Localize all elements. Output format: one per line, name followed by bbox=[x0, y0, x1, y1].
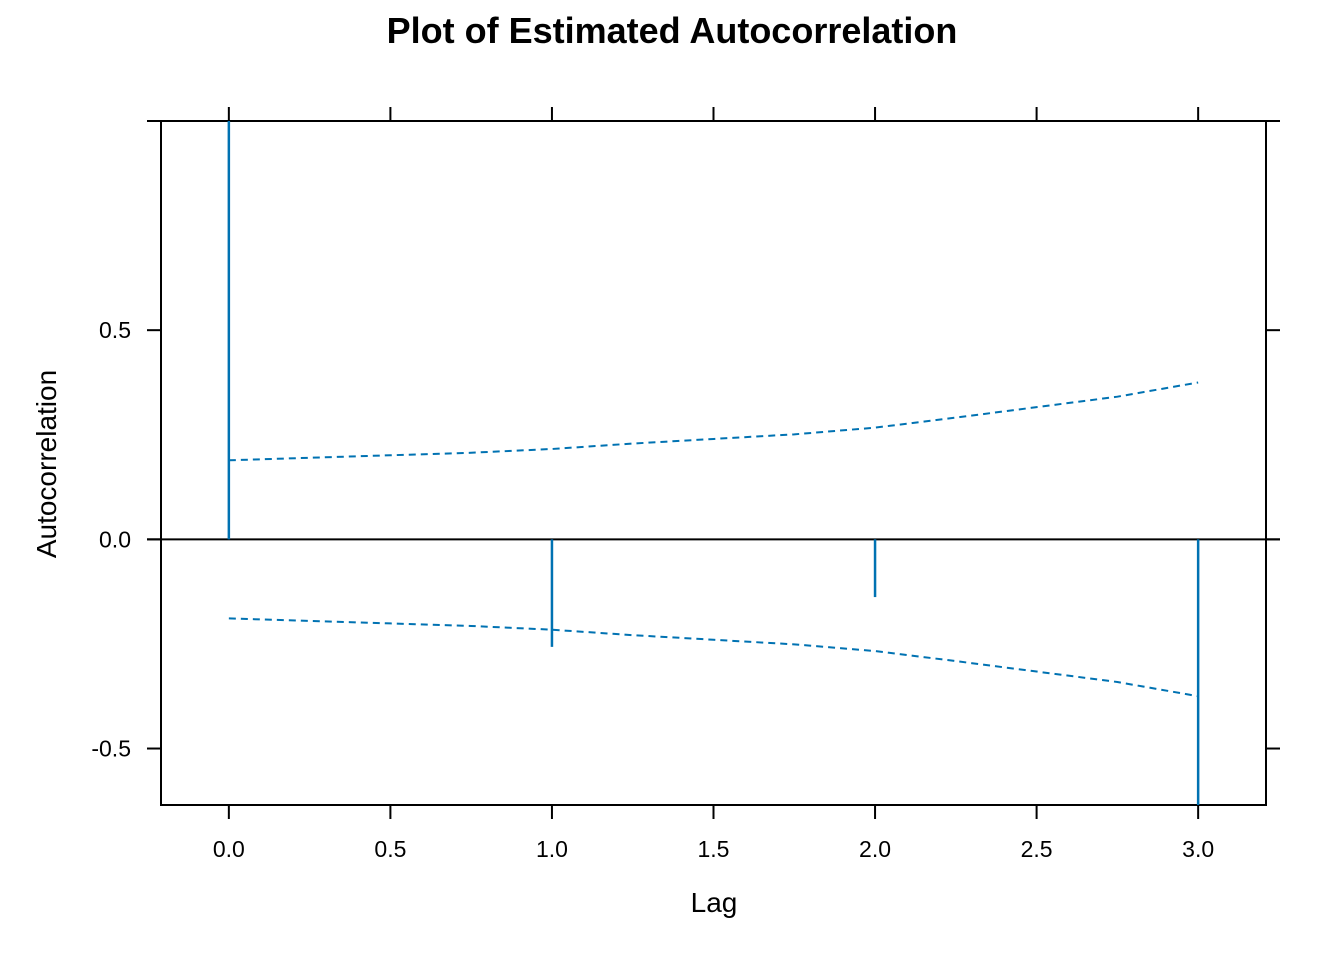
x-tick-label: 2.5 bbox=[1021, 836, 1053, 862]
y-axis-label: Autocorrelation bbox=[31, 370, 62, 558]
y-tick-label: -0.5 bbox=[91, 736, 131, 762]
chart-title: Plot of Estimated Autocorrelation bbox=[387, 10, 958, 51]
x-tick-label: 0.0 bbox=[213, 836, 245, 862]
plot-area: 0.0 0.5 1.0 1.5 2.0 2.5 3.0 -0.5 0.0 0.5 bbox=[91, 107, 1280, 862]
x-axis-label: Lag bbox=[691, 887, 738, 918]
x-tick-label: 0.5 bbox=[374, 836, 406, 862]
x-tick-label: 3.0 bbox=[1182, 836, 1214, 862]
x-tick-label: 1.5 bbox=[698, 836, 730, 862]
plot-frame bbox=[160, 120, 1267, 806]
upper-confidence-band bbox=[228, 381, 1199, 462]
y-tick-label: 0.5 bbox=[99, 317, 131, 343]
lower-confidence-band bbox=[228, 617, 1199, 698]
x-tick-label: 2.0 bbox=[859, 836, 891, 862]
y-tick-label: 0.0 bbox=[99, 526, 131, 552]
x-tick-label: 1.0 bbox=[536, 836, 568, 862]
